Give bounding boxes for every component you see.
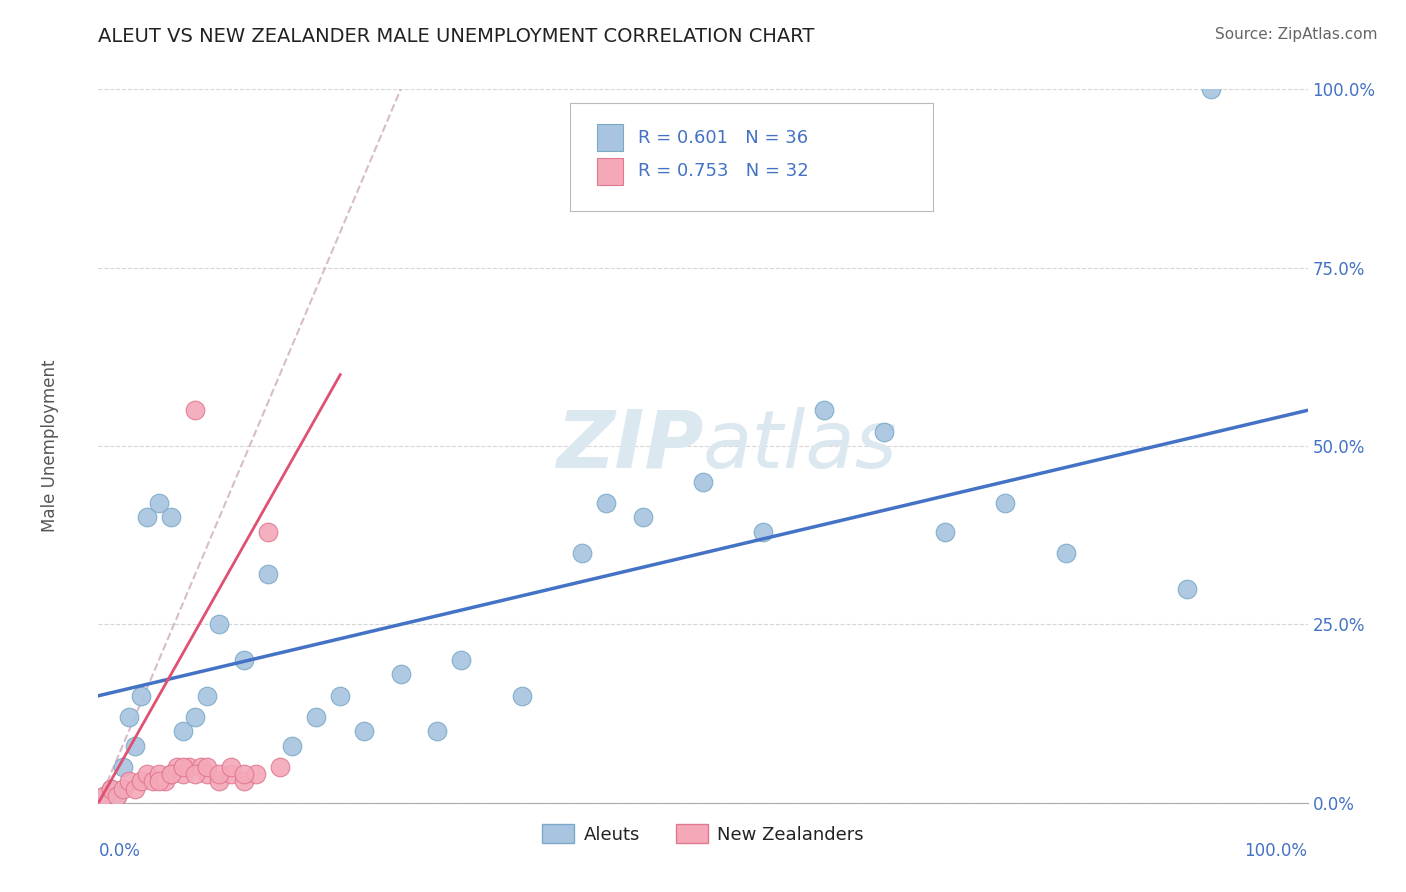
Point: [595, 496, 617, 510]
Point: [269, 760, 291, 774]
Point: [813, 403, 835, 417]
Point: [153, 774, 176, 789]
Point: [160, 767, 183, 781]
Point: [111, 760, 134, 774]
Point: [172, 767, 194, 781]
Point: [124, 781, 146, 796]
Point: [510, 689, 533, 703]
Point: [142, 774, 165, 789]
Point: [873, 425, 896, 439]
Point: [111, 781, 134, 796]
Point: [105, 789, 128, 803]
Point: [118, 774, 141, 789]
FancyBboxPatch shape: [596, 158, 623, 185]
Point: [208, 617, 231, 632]
Point: [100, 781, 122, 796]
Point: [172, 760, 194, 774]
Point: [160, 767, 183, 781]
Point: [256, 524, 278, 539]
Point: [129, 774, 152, 789]
Point: [305, 710, 328, 724]
Point: [934, 524, 956, 539]
Point: [1199, 82, 1222, 96]
Point: [190, 760, 212, 774]
Point: [994, 496, 1017, 510]
Point: [208, 774, 231, 789]
Point: [353, 724, 375, 739]
Point: [1054, 546, 1077, 560]
Point: [232, 767, 254, 781]
Point: [184, 710, 207, 724]
Point: [571, 546, 593, 560]
Point: [135, 767, 157, 781]
Point: [195, 760, 218, 774]
Point: [100, 781, 122, 796]
Point: [148, 496, 170, 510]
Text: R = 0.601   N = 36: R = 0.601 N = 36: [638, 128, 808, 146]
Point: [221, 767, 243, 781]
Text: Source: ZipAtlas.com: Source: ZipAtlas.com: [1215, 27, 1378, 42]
FancyBboxPatch shape: [596, 124, 623, 152]
Text: Male Unemployment: Male Unemployment: [41, 359, 59, 533]
Point: [129, 689, 152, 703]
Point: [256, 567, 278, 582]
Point: [752, 524, 775, 539]
Point: [692, 475, 714, 489]
Point: [184, 767, 207, 781]
Point: [195, 767, 218, 781]
Point: [166, 760, 188, 774]
Point: [135, 510, 157, 524]
Point: [118, 710, 141, 724]
Point: [105, 789, 128, 803]
Text: ALEUT VS NEW ZEALANDER MALE UNEMPLOYMENT CORRELATION CHART: ALEUT VS NEW ZEALANDER MALE UNEMPLOYMENT…: [98, 27, 815, 45]
Point: [329, 689, 352, 703]
Text: 100.0%: 100.0%: [1244, 842, 1308, 860]
Point: [93, 789, 115, 803]
Point: [281, 739, 304, 753]
Point: [172, 724, 194, 739]
Point: [245, 767, 267, 781]
Point: [93, 789, 115, 803]
Point: [1175, 582, 1198, 596]
Point: [221, 760, 243, 774]
Point: [426, 724, 449, 739]
Point: [184, 403, 207, 417]
FancyBboxPatch shape: [569, 103, 932, 211]
Point: [208, 767, 231, 781]
Point: [195, 689, 218, 703]
Text: R = 0.753   N = 32: R = 0.753 N = 32: [638, 162, 808, 180]
Point: [148, 774, 170, 789]
Point: [232, 774, 254, 789]
Point: [179, 760, 201, 774]
Text: 0.0%: 0.0%: [98, 842, 141, 860]
Point: [148, 767, 170, 781]
Point: [389, 667, 412, 681]
Point: [631, 510, 654, 524]
Point: [124, 739, 146, 753]
Text: ZIP: ZIP: [555, 407, 703, 485]
Text: atlas: atlas: [703, 407, 898, 485]
Point: [450, 653, 472, 667]
Point: [232, 653, 254, 667]
Point: [160, 510, 183, 524]
Legend: Aleuts, New Zealanders: Aleuts, New Zealanders: [534, 817, 872, 851]
